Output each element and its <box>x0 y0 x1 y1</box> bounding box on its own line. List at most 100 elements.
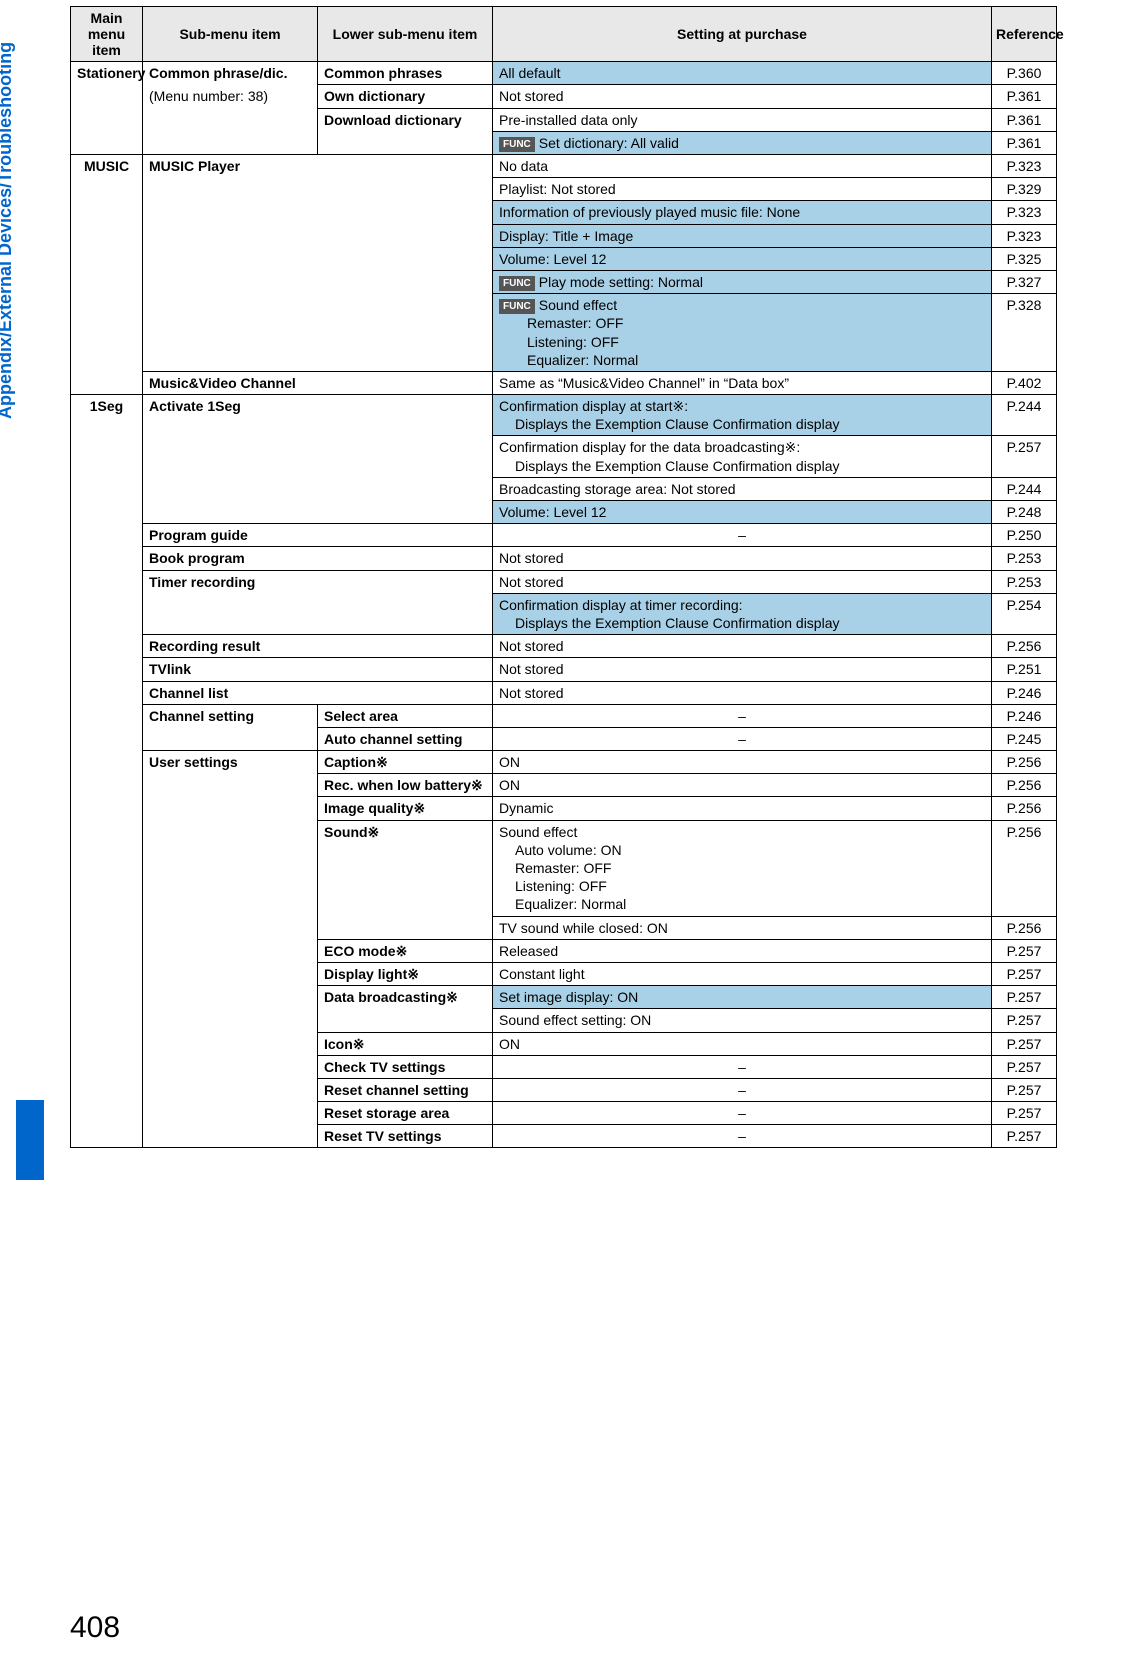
table-row: Rec. when low battery※ ON P.256 <box>71 774 1057 797</box>
cell-ref: P.257 <box>992 939 1057 962</box>
cell-lower: Check TV settings <box>318 1055 493 1078</box>
cell-setting: – <box>493 1055 992 1078</box>
cell-main <box>71 1055 143 1078</box>
cell-main <box>71 477 143 500</box>
cell-setting: – <box>493 1078 992 1101</box>
table-row: Sound effect setting: ON P.257 <box>71 1009 1057 1032</box>
cell-setting-line: Auto volume: ON <box>499 841 985 859</box>
cell-sub <box>143 501 493 524</box>
table-row: Channel setting Select area – P.246 <box>71 704 1057 727</box>
cell-main <box>71 593 143 634</box>
cell-lower: ECO mode※ <box>318 939 493 962</box>
cell-ref: P.323 <box>992 201 1057 224</box>
cell-setting-text: Set dictionary: All valid <box>539 135 679 151</box>
cell-setting-line: Equalizer: Normal <box>499 351 985 369</box>
table-row: Music&Video Channel Same as “Music&Video… <box>71 371 1057 394</box>
cell-main <box>71 797 143 820</box>
cell-main <box>71 201 143 224</box>
header-sub: Sub-menu item <box>143 7 318 62</box>
cell-main <box>71 1009 143 1032</box>
cell-setting-line: Listening: OFF <box>499 333 985 351</box>
table-row: Display: Title + Image P.323 <box>71 224 1057 247</box>
cell-main <box>71 85 143 108</box>
table-row: Timer recording Not stored P.253 <box>71 570 1057 593</box>
cell-setting: Pre-installed data only <box>493 108 992 131</box>
cell-sub <box>143 986 318 1009</box>
cell-main <box>71 294 143 372</box>
cell-lower <box>318 1009 493 1032</box>
table-row: ECO mode※ Released P.257 <box>71 939 1057 962</box>
cell-sub <box>143 247 493 270</box>
cell-ref: P.402 <box>992 371 1057 394</box>
cell-sub: Common phrase/dic. <box>143 62 318 85</box>
table-row: Recording result Not stored P.256 <box>71 635 1057 658</box>
cell-main <box>71 658 143 681</box>
cell-ref: P.257 <box>992 1078 1057 1101</box>
cell-sub: Channel list <box>143 681 493 704</box>
table-row: Volume: Level 12 P.248 <box>71 501 1057 524</box>
cell-ref: P.257 <box>992 1055 1057 1078</box>
cell-main <box>71 727 143 750</box>
cell-main <box>71 547 143 570</box>
cell-lower: Data broadcasting※ <box>318 986 493 1009</box>
table-row: Information of previously played music f… <box>71 201 1057 224</box>
cell-ref: P.257 <box>992 1102 1057 1125</box>
cell-setting: TV sound while closed: ON <box>493 916 992 939</box>
cell-main <box>71 635 143 658</box>
cell-setting: All default <box>493 62 992 85</box>
cell-ref: P.256 <box>992 916 1057 939</box>
cell-main <box>71 1102 143 1125</box>
cell-ref: P.245 <box>992 727 1057 750</box>
header-lower: Lower sub-menu item <box>318 7 493 62</box>
cell-main <box>71 939 143 962</box>
cell-sub: Timer recording <box>143 570 493 593</box>
cell-sub <box>143 727 318 750</box>
cell-sub <box>143 916 318 939</box>
cell-sub <box>143 131 318 154</box>
cell-main <box>71 1078 143 1101</box>
cell-ref: P.257 <box>992 962 1057 985</box>
func-badge-icon: FUNC <box>499 299 535 314</box>
sidebar-indicator-block <box>16 1100 44 1180</box>
cell-sub: Recording result <box>143 635 493 658</box>
cell-ref: P.256 <box>992 774 1057 797</box>
cell-sub: Channel setting <box>143 704 318 727</box>
cell-ref: P.246 <box>992 681 1057 704</box>
table-row: FUNCSet dictionary: All valid P.361 <box>71 131 1057 154</box>
cell-sub <box>143 962 318 985</box>
table-row: TVlink Not stored P.251 <box>71 658 1057 681</box>
cell-main <box>71 371 143 394</box>
cell-main <box>71 270 143 293</box>
cell-main <box>71 524 143 547</box>
cell-main <box>71 501 143 524</box>
cell-setting: ON <box>493 1032 992 1055</box>
cell-lower: Sound※ <box>318 820 493 916</box>
cell-setting: FUNCPlay mode setting: Normal <box>493 270 992 293</box>
cell-lower: Select area <box>318 704 493 727</box>
cell-setting: Not stored <box>493 635 992 658</box>
cell-lower: Caption※ <box>318 751 493 774</box>
cell-ref: P.257 <box>992 436 1057 477</box>
cell-main <box>71 986 143 1009</box>
table-row: MUSIC MUSIC Player No data P.323 <box>71 155 1057 178</box>
cell-main <box>71 436 143 477</box>
table-row: FUNCSound effect Remaster: OFF Listening… <box>71 294 1057 372</box>
cell-sub <box>143 939 318 962</box>
cell-ref: P.257 <box>992 1125 1057 1148</box>
cell-sub <box>143 820 318 916</box>
cell-sub: Book program <box>143 547 493 570</box>
cell-main <box>71 916 143 939</box>
cell-main <box>71 1032 143 1055</box>
cell-sub <box>143 774 318 797</box>
cell-setting-line: Remaster: OFF <box>499 314 985 332</box>
cell-setting: No data <box>493 155 992 178</box>
table-row: Channel list Not stored P.246 <box>71 681 1057 704</box>
cell-main: 1Seg <box>71 395 143 436</box>
table-row: Image quality※ Dynamic P.256 <box>71 797 1057 820</box>
cell-main <box>71 1125 143 1148</box>
cell-setting: Sound effect setting: ON <box>493 1009 992 1032</box>
cell-main <box>71 224 143 247</box>
cell-lower: Rec. when low battery※ <box>318 774 493 797</box>
cell-lower: Reset channel setting <box>318 1078 493 1101</box>
cell-ref: P.246 <box>992 704 1057 727</box>
